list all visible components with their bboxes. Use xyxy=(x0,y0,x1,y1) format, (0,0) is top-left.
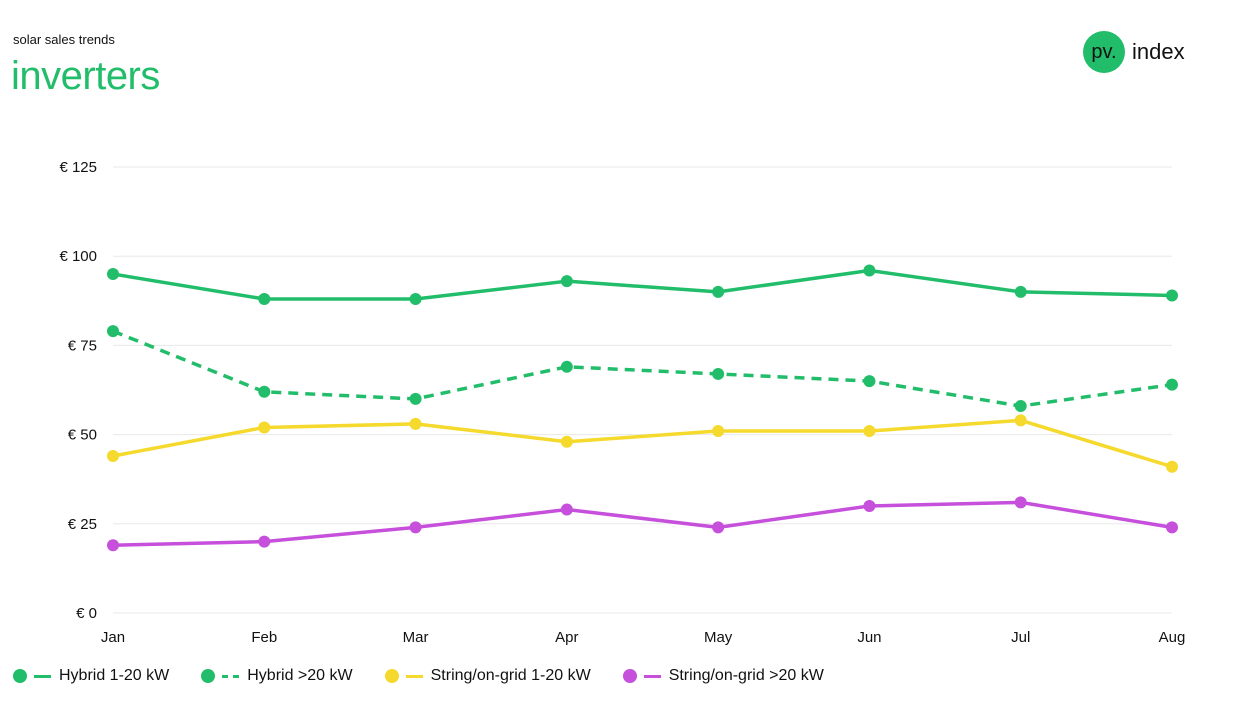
legend-item: Hybrid >20 kW xyxy=(201,667,353,685)
pv-index-logo: pv. index xyxy=(1083,31,1185,73)
data-point xyxy=(863,264,876,277)
data-point xyxy=(712,521,725,534)
data-point xyxy=(409,392,422,405)
x-tick-label: Jun xyxy=(857,629,881,646)
chart-subtitle: solar sales trends xyxy=(13,32,115,47)
data-point xyxy=(107,450,119,463)
x-tick-label: Jul xyxy=(1011,629,1030,646)
data-point xyxy=(258,421,271,434)
series-line xyxy=(111,418,1174,469)
data-point xyxy=(1166,289,1178,302)
data-point xyxy=(712,367,725,380)
series-0 xyxy=(107,264,1178,306)
chart-legend: Hybrid 1-20 kW Hybrid >20 kW String/on-gri… xyxy=(13,667,856,685)
data-point xyxy=(1014,285,1027,298)
data-point xyxy=(107,539,119,552)
legend-marker xyxy=(384,669,399,683)
legend-item: String/on-grid 1-20 kW xyxy=(384,667,591,685)
legend-line xyxy=(405,674,423,678)
legend-marker xyxy=(201,669,216,683)
y-tick-label: € 0 xyxy=(76,605,97,622)
data-point xyxy=(560,275,573,288)
legend-label: String/on-grid 1-20 kW xyxy=(430,667,591,684)
data-point xyxy=(560,360,573,373)
x-tick-label: Jan xyxy=(101,629,125,646)
data-point xyxy=(409,293,422,306)
data-point xyxy=(560,435,573,448)
logo-mark: pv. xyxy=(1083,31,1125,73)
y-tick-label: € 25 xyxy=(68,516,97,533)
data-point xyxy=(107,325,119,338)
y-tick-label: € 50 xyxy=(68,427,97,444)
legend-item: String/on-grid >20 kW xyxy=(622,667,824,685)
legend-marker xyxy=(622,669,637,683)
data-point xyxy=(863,425,876,438)
x-tick-label: Feb xyxy=(251,629,277,646)
data-point xyxy=(863,375,876,388)
data-point xyxy=(1166,378,1178,391)
data-point xyxy=(1014,496,1027,509)
y-tick-label: € 100 xyxy=(59,248,97,265)
data-point xyxy=(409,417,422,430)
legend-label: Hybrid 1-20 kW xyxy=(59,667,170,684)
x-tick-label: May xyxy=(704,629,733,646)
data-point xyxy=(1014,400,1027,413)
data-point xyxy=(712,425,725,438)
data-point xyxy=(1166,521,1178,534)
series-2 xyxy=(107,414,1178,473)
y-tick-label: € 125 xyxy=(59,159,97,176)
series-line xyxy=(111,268,1174,301)
data-point xyxy=(258,385,271,398)
series-line xyxy=(111,500,1174,547)
data-point xyxy=(1166,460,1178,473)
series-line xyxy=(112,329,1173,408)
legend-line xyxy=(643,674,661,678)
legend-label: String/on-grid >20 kW xyxy=(668,667,824,684)
y-tick-label: € 75 xyxy=(68,337,97,354)
data-point xyxy=(258,535,271,548)
legend-line xyxy=(222,674,240,678)
legend-marker xyxy=(13,669,27,683)
logo-text: index xyxy=(1132,39,1185,64)
x-tick-label: Aug xyxy=(1159,629,1186,646)
data-point xyxy=(1014,414,1027,427)
legend-line xyxy=(34,674,51,678)
legend-item: Hybrid 1-20 kW xyxy=(13,667,169,685)
series-3 xyxy=(107,496,1178,552)
data-point xyxy=(712,285,725,298)
x-tick-label: Mar xyxy=(403,629,429,646)
data-point xyxy=(863,499,876,512)
data-point xyxy=(107,268,119,281)
data-point xyxy=(409,521,422,534)
data-point xyxy=(258,293,271,306)
legend-label: Hybrid >20 kW xyxy=(247,667,353,684)
series-1 xyxy=(107,325,1178,413)
x-tick-label: Apr xyxy=(555,629,578,646)
data-point xyxy=(560,503,573,516)
chart-title: inverters xyxy=(11,54,160,98)
